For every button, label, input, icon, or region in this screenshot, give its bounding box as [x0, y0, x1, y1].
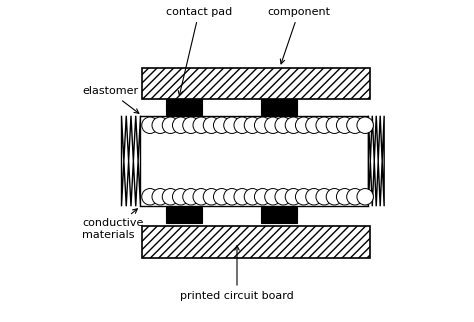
Circle shape [183, 188, 199, 205]
Circle shape [306, 188, 322, 205]
Circle shape [173, 117, 189, 134]
Bar [142, 226, 370, 258]
Circle shape [142, 188, 158, 205]
Circle shape [264, 117, 281, 134]
Circle shape [326, 117, 343, 134]
Circle shape [193, 188, 210, 205]
Circle shape [224, 188, 240, 205]
Circle shape [326, 188, 343, 205]
Circle shape [152, 188, 168, 205]
Circle shape [183, 117, 199, 134]
Bar [166, 99, 202, 115]
Circle shape [275, 188, 292, 205]
Circle shape [316, 188, 332, 205]
Bar [142, 68, 370, 99]
Circle shape [337, 117, 353, 134]
Text: contact pad: contact pad [166, 7, 232, 95]
Circle shape [203, 117, 219, 134]
Circle shape [346, 188, 363, 205]
Circle shape [255, 117, 271, 134]
Circle shape [234, 117, 250, 134]
Circle shape [152, 117, 168, 134]
Circle shape [213, 188, 230, 205]
Circle shape [244, 188, 261, 205]
Circle shape [357, 188, 374, 205]
Bar [261, 99, 297, 115]
Polygon shape [368, 116, 384, 206]
Circle shape [285, 117, 301, 134]
Text: component: component [267, 7, 330, 64]
Circle shape [224, 117, 240, 134]
Polygon shape [121, 116, 140, 206]
Bar [166, 207, 202, 223]
Text: conductive
materials: conductive materials [82, 209, 143, 240]
Circle shape [357, 117, 374, 134]
Circle shape [213, 117, 230, 134]
Circle shape [337, 188, 353, 205]
Text: elastomer: elastomer [82, 86, 139, 113]
Circle shape [142, 117, 158, 134]
Circle shape [264, 188, 281, 205]
Circle shape [162, 117, 179, 134]
Circle shape [275, 117, 292, 134]
Circle shape [244, 117, 261, 134]
Circle shape [193, 117, 210, 134]
Circle shape [203, 188, 219, 205]
Bar [261, 207, 297, 223]
Circle shape [316, 117, 332, 134]
Circle shape [173, 188, 189, 205]
Circle shape [162, 188, 179, 205]
Circle shape [346, 117, 363, 134]
Circle shape [234, 188, 250, 205]
Circle shape [255, 188, 271, 205]
Text: printed circuit board: printed circuit board [180, 246, 294, 301]
Circle shape [295, 117, 312, 134]
Circle shape [306, 117, 322, 134]
Circle shape [285, 188, 301, 205]
Circle shape [295, 188, 312, 205]
